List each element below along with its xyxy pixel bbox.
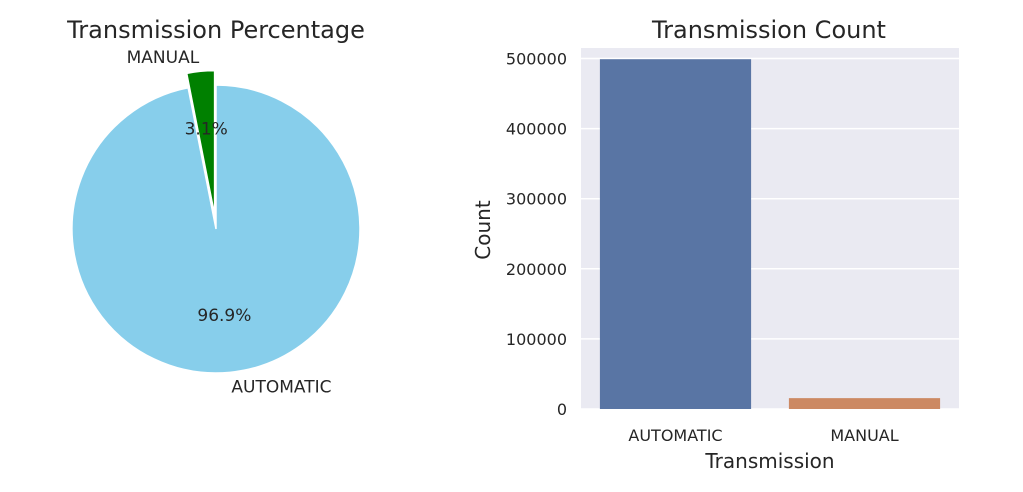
- pie-slice-manual: [185, 69, 216, 215]
- pie-label-manual: MANUAL: [127, 48, 200, 68]
- pie-slice-automatic: [71, 84, 361, 374]
- bar-y-ticks: 0 100000 200000 300000 400000 500000: [506, 50, 567, 419]
- bar-x-tick-label: MANUAL: [830, 426, 898, 445]
- pie-label-automatic: AUTOMATIC: [231, 378, 331, 398]
- bar-y-axis-label: Count: [471, 200, 495, 260]
- bar-y-tick-label: 400000: [506, 120, 567, 139]
- bar-manual: [788, 398, 941, 409]
- pie-title: Transmission Percentage: [66, 16, 365, 44]
- pie-pct-automatic: 96.9%: [197, 306, 251, 326]
- bar-automatic: [599, 59, 752, 409]
- bar-y-tick-label: 0: [557, 400, 567, 419]
- pie-pct-manual: 3.1%: [185, 120, 228, 140]
- bar-y-tick-label: 300000: [506, 190, 567, 209]
- bar-title: Transmission Count: [651, 16, 886, 44]
- bar-x-tick-label: AUTOMATIC: [628, 426, 722, 445]
- pie-chart: AUTOMATIC 96.9% MANUAL 3.1%: [71, 48, 361, 398]
- bar-y-tick-label: 100000: [506, 330, 567, 349]
- bar-x-ticks: AUTOMATIC MANUAL: [628, 426, 898, 445]
- bar-marks: [599, 59, 941, 409]
- bar-y-tick-label: 200000: [506, 260, 567, 279]
- bar-y-tick-label: 500000: [506, 50, 567, 69]
- bar-x-axis-label: Transmission: [704, 449, 834, 473]
